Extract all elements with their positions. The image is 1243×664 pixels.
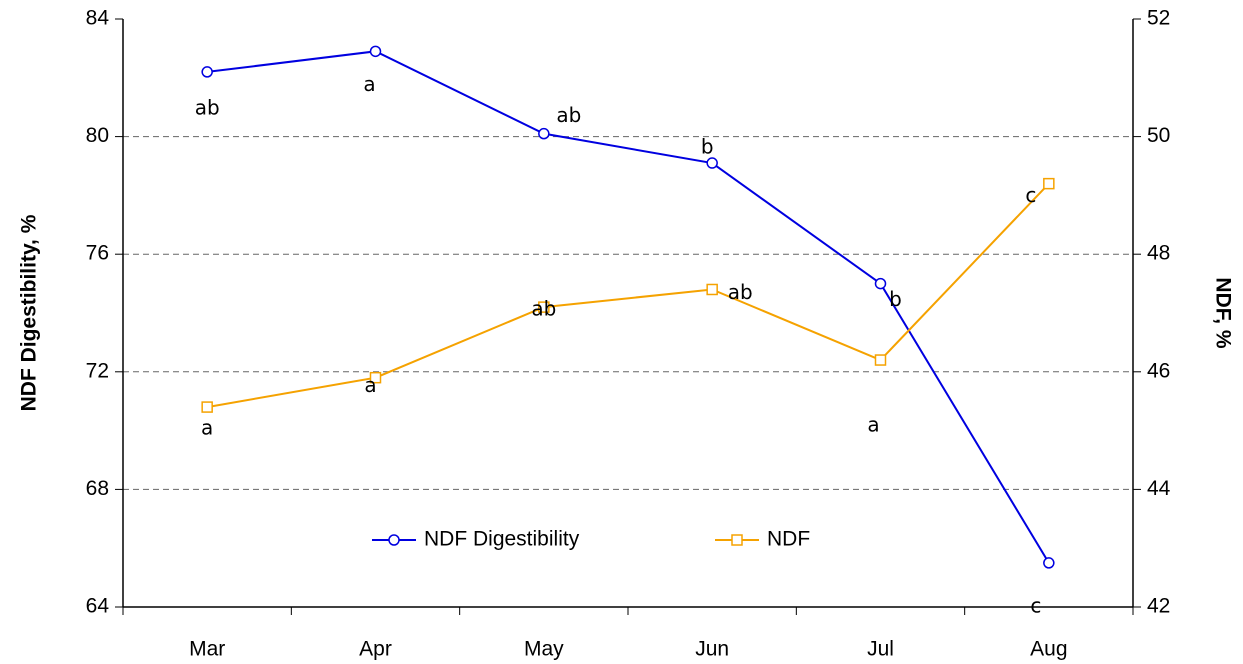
point-letter: ab [556, 103, 581, 127]
x-tick-label: Jun [695, 638, 729, 661]
legend-label: NDF [767, 528, 810, 551]
point [369, 371, 382, 384]
point-letter: a [363, 72, 375, 96]
y2-tick-label: 52 [1147, 7, 1170, 30]
y-tick-label: 64 [86, 595, 110, 618]
y-tick-label: 72 [86, 359, 109, 382]
point [874, 354, 887, 366]
point-letter: ab [531, 297, 556, 321]
y2-tick-label: 50 [1147, 124, 1170, 147]
series-line [207, 50, 1050, 564]
legend-marker [388, 534, 400, 546]
legend-marker [731, 534, 743, 546]
point [1043, 557, 1055, 569]
point [538, 127, 550, 140]
point-letter: a [364, 373, 376, 397]
y2-tick-label: 48 [1147, 242, 1170, 265]
point-letter: c [1025, 183, 1036, 207]
y2-tick-label: 42 [1147, 595, 1170, 618]
point-letter: ab [195, 95, 220, 119]
point-letter: a [201, 416, 213, 440]
point [706, 283, 718, 296]
x-tick-label: Aug [1030, 638, 1067, 661]
point [538, 301, 550, 313]
point [369, 45, 382, 58]
y-tick-label: 80 [86, 124, 109, 147]
x-tick-label: May [524, 638, 564, 661]
point [874, 277, 887, 290]
point-letter: c [1030, 593, 1041, 617]
point [201, 66, 213, 78]
x-tick-label: Jul [867, 638, 894, 661]
y-tick-label: 84 [86, 7, 110, 30]
x-tick-label: Mar [189, 638, 225, 661]
y-axis-title: NDF Digestibility, % [18, 214, 41, 411]
point-letter: b [701, 135, 714, 159]
point [1043, 177, 1055, 190]
point-letter: a [867, 413, 879, 437]
point-letter: b [889, 287, 902, 311]
point-letter: ab [728, 280, 753, 304]
y2-tick-label: 44 [1147, 477, 1171, 500]
x-tick-label: Apr [359, 638, 392, 661]
point [201, 401, 213, 413]
y2-axis-title: NDF, % [1211, 277, 1234, 349]
point [706, 157, 718, 169]
legend-label: NDF Digestibility [424, 528, 580, 551]
y-tick-label: 68 [86, 477, 109, 500]
y2-tick-label: 46 [1147, 359, 1170, 382]
series-line [206, 182, 1050, 409]
y-tick-label: 76 [86, 242, 109, 265]
